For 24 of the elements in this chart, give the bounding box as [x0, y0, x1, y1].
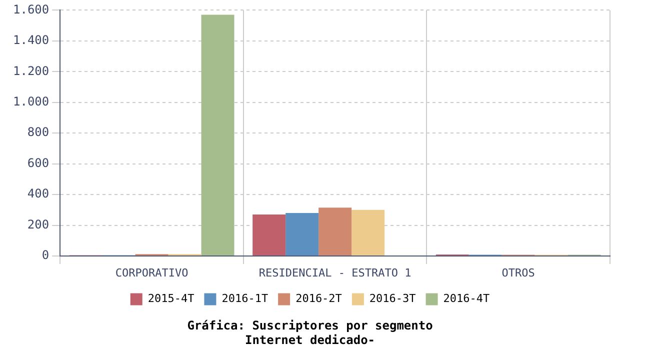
y-tick-label: 1.000 — [13, 94, 50, 108]
y-tick-label: 400 — [27, 186, 50, 201]
bar — [252, 214, 286, 256]
text: Internet dedicado- — [244, 332, 376, 347]
x-tick-label: OTROS — [502, 266, 535, 280]
legend-label: 2016-3T — [369, 292, 416, 306]
y-tick-label: 600 — [27, 156, 50, 170]
y-tick-label: 200 — [27, 217, 50, 232]
x-tick-label: CORPORATIVO — [115, 266, 188, 280]
text: Gráfica: Suscriptores por segmento — [187, 318, 433, 333]
bar — [352, 210, 385, 256]
y-tick-label: 0 — [42, 248, 50, 262]
legend-label: 2016-4T — [443, 292, 490, 306]
bar — [201, 14, 234, 256]
y-tick-label: 1.600 — [13, 2, 50, 16]
y-tick-label: 1.400 — [13, 33, 50, 48]
bar — [286, 212, 319, 256]
y-tick-label: 1.200 — [13, 64, 50, 78]
legend-label: 2016-2T — [296, 292, 342, 306]
bar — [318, 208, 352, 256]
y-tick-label: 800 — [27, 125, 50, 140]
x-tick-label: RESIDENCIAL - ESTRATO 1 — [258, 266, 412, 280]
legend-label: 2015-4T — [148, 292, 195, 306]
legend-label: 2016-1T — [222, 292, 268, 306]
